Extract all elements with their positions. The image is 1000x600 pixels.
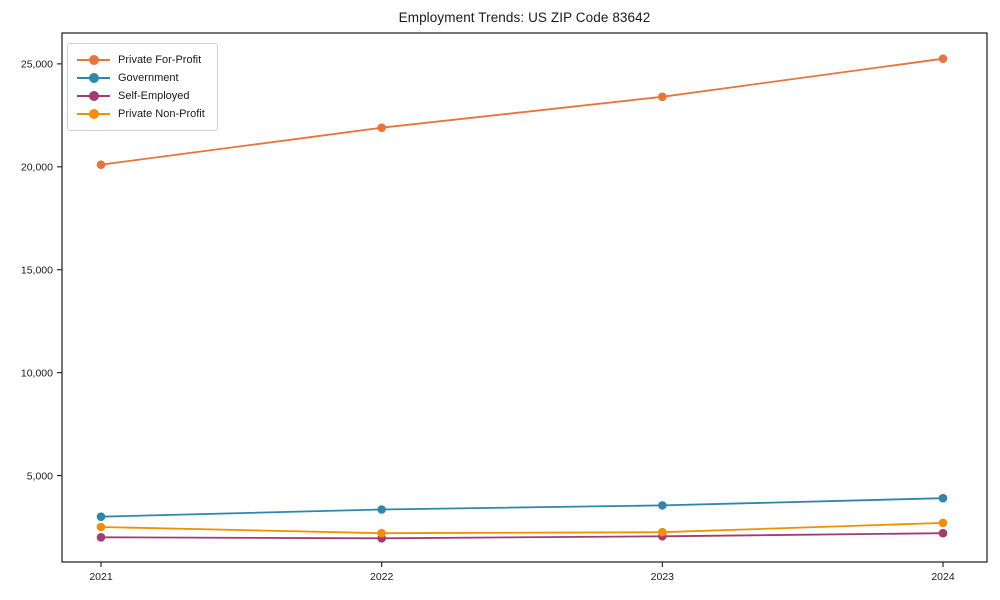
y-tick-label: 25,000 [21, 59, 53, 71]
x-tick-label: 2021 [89, 571, 113, 583]
x-tick-label: 2022 [370, 571, 394, 583]
legend-item-private-non-profit: Private Non-Profit [77, 105, 205, 123]
legend-marker-icon [77, 73, 110, 83]
y-tick-label: 20,000 [21, 162, 53, 174]
data-point [377, 505, 386, 514]
data-point [938, 528, 948, 538]
data-point [96, 522, 106, 532]
series-line-private-non-profit [100, 522, 944, 535]
y-tick-label: 15,000 [21, 265, 53, 277]
plot-border [61, 32, 988, 563]
x-tick-label: 2023 [651, 571, 675, 583]
y-tick-label: 5,000 [27, 470, 53, 482]
data-point [938, 518, 948, 528]
data-point [377, 123, 386, 132]
y-tick-label: 10,000 [21, 367, 53, 379]
series-line-self-employed [100, 532, 944, 540]
legend-marker-icon [77, 91, 110, 101]
series-line-government [100, 497, 944, 518]
legend-item-government: Government [77, 69, 205, 87]
legend-label: Self-Employed [118, 90, 190, 102]
data-point [377, 528, 386, 538]
data-point [658, 501, 667, 510]
legend-marker-icon [77, 109, 110, 119]
data-point [96, 160, 106, 170]
data-point [96, 512, 106, 522]
legend-item-self-employed: Self-Employed [77, 87, 205, 105]
series-line-private-for-profit [100, 57, 944, 166]
data-point [938, 54, 948, 64]
data-point [96, 532, 106, 542]
legend: Private For-Profit Government Self-Emplo… [67, 43, 218, 131]
legend-label: Government [118, 72, 179, 84]
data-point [658, 527, 667, 537]
legend-marker-icon [77, 55, 110, 65]
x-tick-label: 2024 [931, 571, 955, 583]
data-point [658, 92, 667, 102]
data-point [938, 493, 948, 503]
legend-label: Private For-Profit [118, 54, 202, 66]
legend-item-private-for-profit: Private For-Profit [77, 51, 205, 69]
chart-title: Employment Trends: US ZIP Code 83642 [398, 10, 651, 25]
legend-label: Private Non-Profit [118, 108, 205, 120]
